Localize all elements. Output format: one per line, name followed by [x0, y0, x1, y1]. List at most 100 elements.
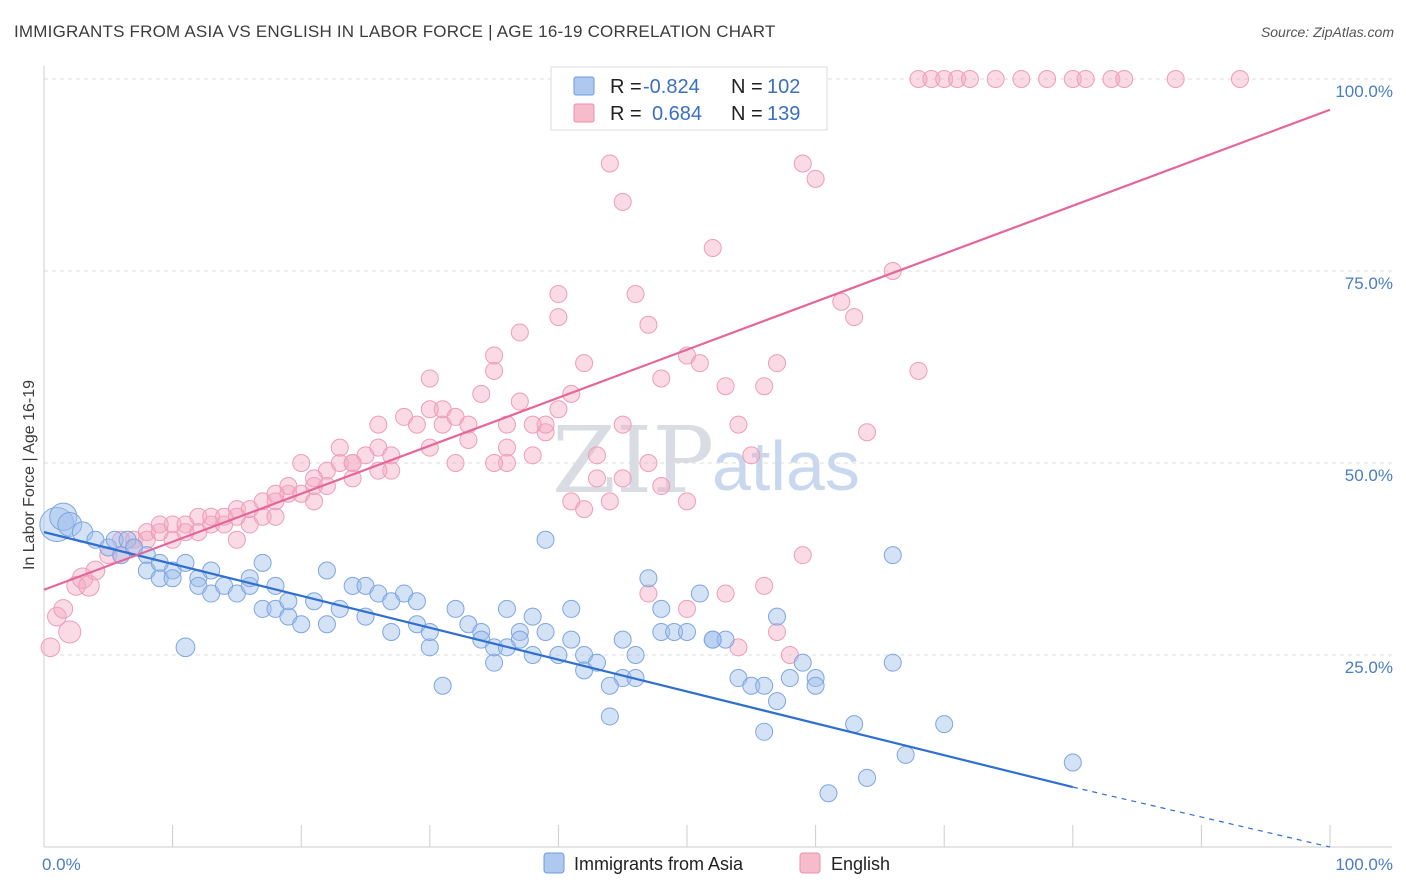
asia-point — [317, 561, 336, 580]
legend-r-label-english: R = — [610, 103, 642, 125]
asia-point — [600, 707, 619, 726]
english-point — [407, 415, 426, 434]
asia-point — [253, 599, 272, 618]
english-point — [1063, 70, 1082, 88]
english-point — [742, 446, 761, 465]
english-point — [613, 415, 632, 434]
english-point — [639, 584, 658, 603]
legend-r-label-asia: R = — [610, 76, 642, 98]
watermark: ZIP atlas — [552, 407, 860, 514]
axes — [43, 66, 1392, 848]
asia-point — [755, 722, 774, 741]
asia-point — [780, 669, 799, 688]
english-point — [626, 285, 645, 304]
english-point — [755, 576, 774, 595]
english-point — [292, 454, 311, 472]
asia-point — [202, 561, 221, 580]
bottom-legend-label-asia: Immigrants from Asia — [574, 854, 744, 874]
english-point — [858, 423, 877, 442]
english-point — [716, 584, 735, 603]
english-point — [1012, 70, 1031, 88]
x-tick-label: 100.0% — [1335, 855, 1393, 874]
english-point — [549, 308, 568, 327]
english-point — [420, 400, 439, 419]
legend-swatch-asia — [573, 76, 595, 96]
english-point — [768, 622, 787, 641]
english-point — [703, 238, 722, 257]
english-point — [1076, 70, 1095, 88]
asia-point — [755, 676, 774, 695]
asia-point — [768, 692, 787, 711]
english-point — [510, 392, 529, 411]
asia-point — [497, 599, 516, 618]
asia-point — [883, 546, 902, 565]
asia-point — [175, 637, 196, 658]
bottom-legend-label-english: English — [831, 854, 890, 874]
asia-point — [407, 592, 426, 611]
legend-r-value-asia: -0.824 — [643, 76, 700, 98]
english-point — [909, 361, 928, 380]
english-point — [639, 454, 658, 472]
english-point — [690, 354, 709, 373]
asia-point — [49, 502, 78, 531]
english-point — [678, 492, 696, 511]
asia-point — [768, 607, 787, 626]
asia-point — [163, 569, 182, 588]
english-point — [575, 500, 594, 519]
english-point — [369, 415, 388, 434]
y-tick-label: 100.0% — [1335, 82, 1393, 101]
asia-point — [742, 676, 761, 695]
english-point — [150, 515, 169, 534]
english-point — [420, 369, 439, 388]
asia-point — [523, 607, 542, 626]
english-point — [266, 507, 285, 526]
english-point — [1102, 70, 1121, 88]
asia-point — [678, 622, 696, 641]
asia-point — [510, 622, 529, 641]
english-point — [587, 446, 606, 465]
asia-point — [858, 768, 877, 787]
bottom-legend: Immigrants from Asia English — [543, 852, 890, 874]
source-label: Source: ZipAtlas.com — [1260, 24, 1394, 40]
legend-r-value-english: 0.684 — [652, 103, 702, 125]
asia-point — [279, 592, 298, 611]
asia-point — [806, 676, 825, 695]
english-point — [472, 384, 491, 403]
asia-point — [253, 553, 272, 572]
english-point — [986, 70, 1005, 88]
asia-point — [806, 669, 825, 688]
x-tick-label: 0.0% — [42, 855, 81, 874]
english-point — [832, 292, 851, 311]
english-point — [497, 454, 516, 472]
english-point — [948, 70, 967, 88]
asia-point — [105, 530, 124, 549]
english-point — [510, 323, 529, 342]
english-point — [652, 477, 671, 496]
asia-point — [883, 653, 902, 672]
english-point — [523, 415, 542, 434]
english-point — [47, 606, 67, 627]
y-tick-label: 25.0% — [1345, 658, 1393, 677]
watermark-zip: ZIP — [552, 407, 714, 514]
asia-point — [485, 653, 504, 672]
asia-point — [433, 676, 452, 695]
english-point — [678, 599, 696, 618]
asia-point — [292, 615, 311, 634]
asia-point — [420, 638, 439, 657]
english-point — [613, 192, 632, 211]
english-point — [729, 415, 748, 434]
english-point — [382, 461, 401, 480]
english-point — [793, 546, 812, 565]
english-point — [99, 546, 118, 565]
asia-point — [317, 615, 336, 634]
y-axis-title: In Labor Force | Age 16-19 — [21, 380, 38, 570]
english-point — [1230, 70, 1249, 88]
asia-point — [343, 576, 362, 595]
asia-point — [57, 512, 83, 537]
asia-point — [382, 622, 401, 641]
asia-point — [819, 784, 838, 803]
legend-box: R = -0.824 N = 102 R = 0.684 N = 139 — [550, 66, 828, 131]
english-point — [53, 599, 74, 619]
asia-point — [600, 676, 619, 695]
